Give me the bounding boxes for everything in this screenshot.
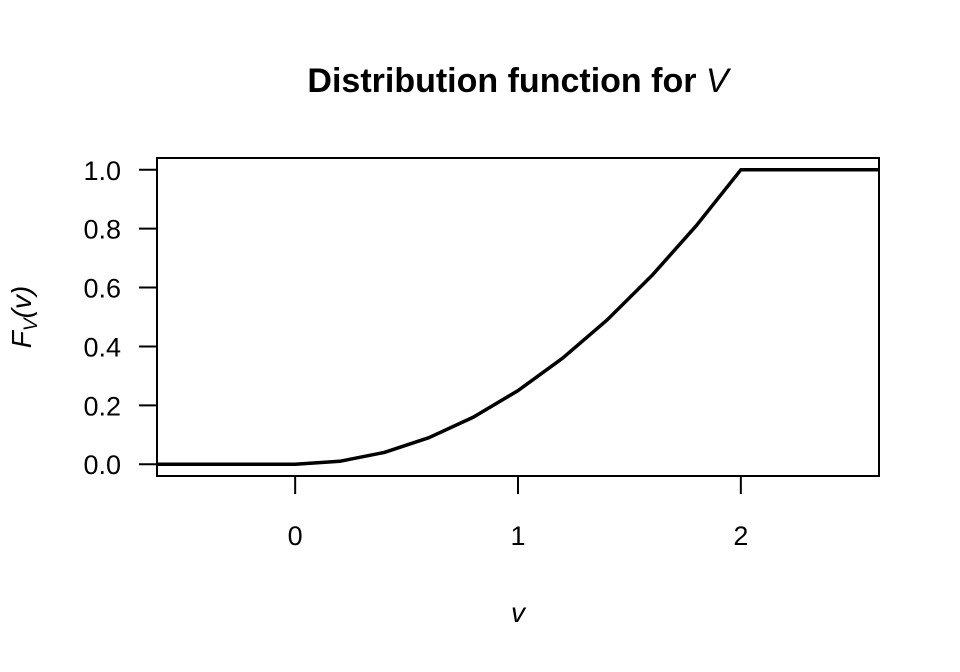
x-axis: 0 1 2 xyxy=(288,476,748,551)
x-tick-label: 2 xyxy=(733,521,748,551)
y-tick-label: 0.6 xyxy=(83,274,121,304)
y-tick-label: 0.8 xyxy=(83,215,121,245)
chart-title: Distribution function for V xyxy=(307,62,732,100)
x-axis-label: v xyxy=(511,597,527,628)
x-tick-label: 1 xyxy=(510,521,525,551)
y-tick-label: 0.2 xyxy=(83,391,121,421)
y-axis-label: FV(v) xyxy=(6,286,42,348)
y-tick-label: 0.0 xyxy=(83,450,121,480)
y-axis: 0.0 0.2 0.4 0.6 0.8 1.0 xyxy=(83,156,157,480)
series-line xyxy=(157,168,879,466)
y-tick-label: 0.4 xyxy=(83,332,121,362)
y-tick-label: 1.0 xyxy=(83,156,121,186)
plot-frame xyxy=(156,157,880,477)
x-tick-label: 0 xyxy=(288,521,303,551)
